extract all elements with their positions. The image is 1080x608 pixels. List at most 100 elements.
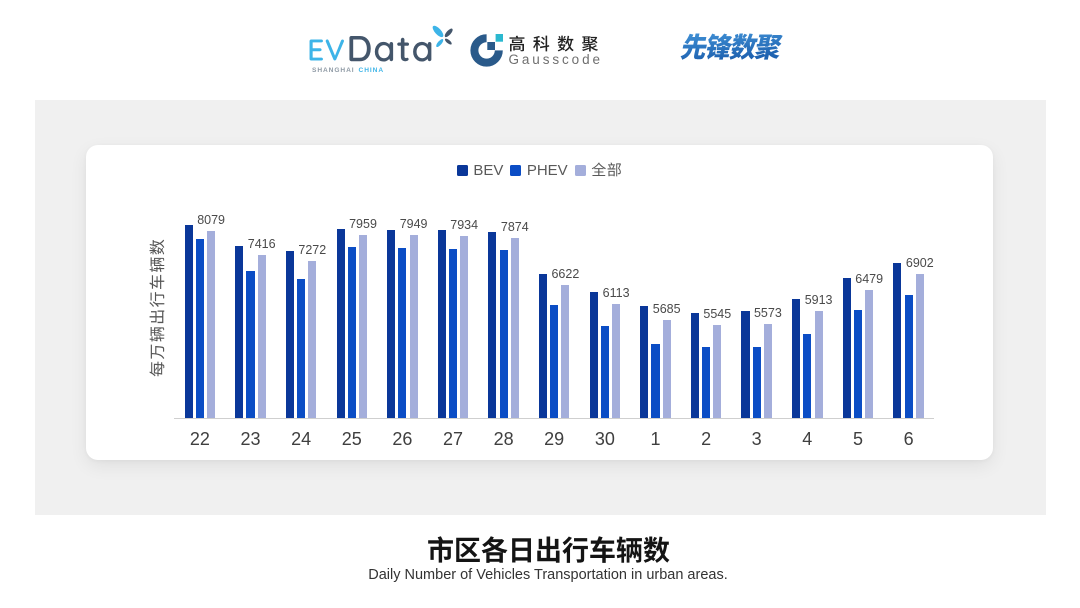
bar-phev-22 (195, 238, 204, 419)
bar-bev-25 (336, 228, 345, 419)
x-axis-label-27: 27 (442, 429, 463, 450)
xianfeng-text (680, 33, 783, 60)
xianfeng-logo (678, 29, 790, 69)
bar-all-6 (915, 274, 924, 419)
bar-value-label-29: 6622 (551, 266, 580, 281)
bar-phev-24 (297, 279, 306, 419)
bar-phev-28 (499, 249, 508, 419)
x-axis-label-6: 6 (903, 429, 914, 450)
bar-bev-4 (792, 299, 801, 419)
evdata-subtext-shanghai: SHANGHAI (312, 66, 355, 74)
bar-value-label-22: 8079 (197, 212, 225, 227)
header-logo-row: SHANGHAI CHINA Gausscode (0, 0, 1080, 95)
bar-value-label-23: 7416 (247, 237, 276, 252)
x-axis-line (174, 418, 935, 420)
pinwheel-icon (432, 25, 453, 48)
bar-bev-2 (690, 312, 699, 419)
bar-all-2 (713, 324, 722, 419)
x-axis-label-24: 24 (291, 429, 312, 450)
legend-label-phev: PHEV (526, 161, 568, 179)
legend-label-bev: BEV (473, 161, 504, 179)
bar-value-label-26: 7949 (399, 217, 428, 232)
bar-phev-30 (600, 325, 609, 419)
bar-all-27 (460, 235, 469, 419)
legend-swatch-bev (456, 164, 468, 176)
evdata-text-ev (309, 39, 344, 61)
bar-bev-22 (184, 225, 193, 419)
x-axis-label-28: 28 (493, 429, 514, 450)
legend-item-phev[interactable]: PHEV (510, 161, 568, 179)
bar-value-label-30: 6113 (602, 285, 630, 300)
evdata-subtext: SHANGHAI CHINA (312, 67, 384, 74)
bar-bev-29 (538, 273, 548, 419)
legend-label-all (591, 162, 622, 177)
x-axis-label-29: 29 (544, 429, 565, 450)
bar-all-5 (865, 290, 874, 419)
bar-all-28 (510, 238, 519, 419)
evdata-subtext-china: CHINA (358, 66, 385, 74)
bar-phev-27 (448, 248, 458, 419)
bar-bev-27 (437, 229, 446, 419)
bar-value-label-4: 5913 (804, 293, 833, 307)
bar-phev-23 (246, 271, 255, 419)
bar-phev-2 (702, 347, 711, 419)
bar-value-label-6: 6902 (905, 256, 934, 271)
legend-item-bev[interactable]: BEV (456, 161, 504, 179)
bar-bev-3 (741, 310, 750, 419)
bar-phev-5 (853, 310, 863, 419)
x-axis-label-26: 26 (392, 429, 413, 450)
bar-bev-30 (589, 291, 598, 419)
bar-value-label-3: 5573 (753, 305, 782, 320)
bar-all-26 (409, 235, 418, 419)
x-axis-label-4: 4 (802, 429, 813, 450)
evdata-logo: SHANGHAI CHINA (309, 24, 459, 79)
x-axis-label-23: 23 (240, 429, 261, 450)
x-axis-label-2: 2 (701, 429, 712, 450)
evdata-text-data (349, 36, 432, 62)
bar-all-30 (612, 303, 621, 419)
footer-title (428, 536, 670, 564)
bar-bev-1 (640, 305, 649, 419)
bar-value-label-28: 7874 (500, 220, 529, 235)
legend-swatch-phev (510, 164, 522, 176)
bar-value-label-24: 7272 (298, 242, 327, 257)
bar-bev-23 (235, 246, 244, 419)
bar-value-label-27: 7934 (450, 217, 479, 232)
x-axis-label-22: 22 (189, 429, 210, 450)
y-axis-title (149, 239, 165, 377)
bar-bev-28 (488, 232, 497, 419)
bar-value-label-5: 6479 (855, 272, 884, 286)
x-axis-label-1: 1 (650, 429, 661, 450)
bar-phev-29 (550, 304, 559, 419)
gausscode-text-cn (508, 35, 598, 52)
bar-bev-5 (842, 278, 851, 419)
x-axis-label-5: 5 (852, 429, 863, 450)
bar-phev-3 (752, 347, 761, 419)
bar-phev-6 (904, 294, 913, 419)
bar-bev-6 (893, 263, 902, 419)
evdata-logotype (309, 25, 453, 62)
bar-all-23 (257, 255, 266, 419)
bar-all-25 (358, 235, 368, 419)
x-axis-label-30: 30 (594, 429, 615, 450)
legend-swatch-all (574, 164, 586, 176)
footer-subtitle: Daily Number of Vehicles Transportation … (368, 567, 728, 583)
gausscode-mark-icon (470, 33, 505, 67)
chart-legend: BEV PHEV (86, 162, 993, 178)
bar-value-label-1: 5685 (652, 301, 681, 316)
bar-value-label-25: 7959 (349, 217, 377, 231)
bar-bev-26 (387, 229, 396, 419)
x-axis-label-25: 25 (341, 429, 362, 450)
bar-all-4 (814, 311, 823, 419)
bar-all-29 (561, 284, 570, 419)
gausscode-text-en: Gausscode (508, 51, 603, 67)
legend-item-all[interactable] (574, 162, 623, 178)
bar-all-1 (662, 319, 671, 419)
bar-value-label-2: 5545 (703, 306, 732, 321)
bar-bev-24 (285, 250, 294, 419)
bar-phev-26 (398, 247, 407, 419)
bar-all-24 (308, 260, 317, 419)
bar-phev-1 (651, 343, 660, 419)
bar-chart-plot: 8079 22 7416 23 7272 24 7959 25 7949 26 7934 27 7874… (86, 145, 993, 460)
